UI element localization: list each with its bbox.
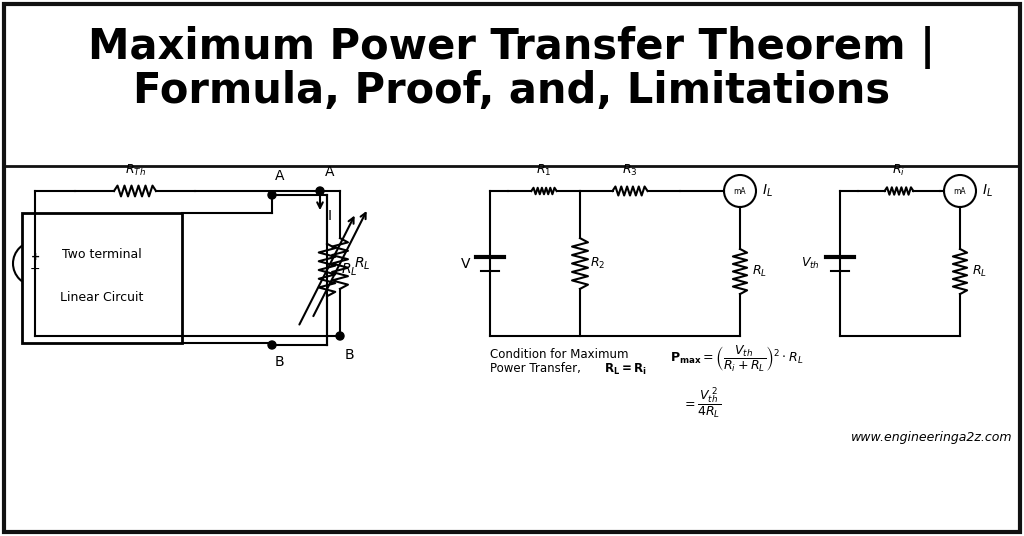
Text: $R_{Th}$: $R_{Th}$	[125, 163, 145, 178]
Text: A: A	[275, 169, 285, 183]
Text: $R_2$: $R_2$	[590, 256, 605, 271]
Text: $V_{th}$: $V_{th}$	[801, 256, 820, 271]
Text: $R_L$: $R_L$	[752, 264, 767, 279]
Text: Power Transfer,: Power Transfer,	[490, 362, 585, 375]
Text: I: I	[328, 209, 332, 223]
Text: Maximum Power Transfer Theorem |: Maximum Power Transfer Theorem |	[88, 26, 936, 69]
Text: Formula, Proof, and, Limitations: Formula, Proof, and, Limitations	[133, 70, 891, 112]
Text: Condition for Maximum: Condition for Maximum	[490, 348, 629, 361]
Circle shape	[944, 175, 976, 207]
Text: Two terminal: Two terminal	[62, 248, 142, 261]
Text: A: A	[325, 165, 335, 179]
Text: $R_L$: $R_L$	[341, 262, 357, 278]
Text: Linear Circuit: Linear Circuit	[60, 291, 143, 304]
Bar	[22, 213, 182, 343]
Text: +: +	[31, 251, 40, 262]
Text: $\mathbf{P}_{\mathbf{max}}= \left(\dfrac{V_{th}}{R_i+R_L}\right)^2 \cdot R_L$: $\mathbf{P}_{\mathbf{max}}= \left(\dfrac…	[670, 344, 804, 374]
Text: V: V	[461, 257, 470, 271]
Text: $R_L$: $R_L$	[972, 264, 987, 279]
Circle shape	[724, 175, 756, 207]
Text: mA: mA	[953, 187, 967, 196]
Text: $R_3$: $R_3$	[623, 163, 638, 178]
Text: mA: mA	[733, 187, 746, 196]
Text: $I_L$: $I_L$	[982, 183, 993, 199]
Text: $\mathbf{R_L = R_i}$: $\mathbf{R_L = R_i}$	[604, 362, 646, 377]
Text: B: B	[275, 355, 285, 369]
Text: $= \dfrac{V_{th}^{\ 2}}{4R_L}$: $= \dfrac{V_{th}^{\ 2}}{4R_L}$	[682, 386, 721, 421]
Circle shape	[316, 187, 324, 195]
Text: B: B	[345, 348, 354, 362]
Circle shape	[268, 191, 276, 199]
Text: $R_i$: $R_i$	[893, 163, 905, 178]
Text: −: −	[30, 263, 40, 276]
Text: $R_L$: $R_L$	[354, 255, 371, 272]
Text: www.engineeringa2z.com: www.engineeringa2z.com	[851, 431, 1012, 444]
Text: $I_L$: $I_L$	[762, 183, 773, 199]
Circle shape	[268, 341, 276, 349]
Text: $R_1$: $R_1$	[537, 163, 552, 178]
Circle shape	[336, 332, 344, 340]
